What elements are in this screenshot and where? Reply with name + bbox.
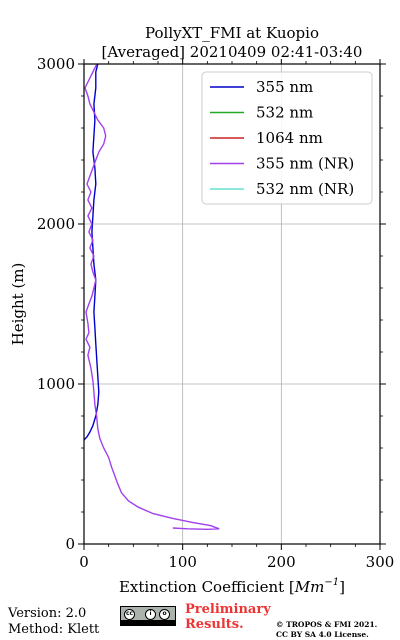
y-tick-label: 3000 — [37, 55, 75, 73]
x-tick-label: 300 — [366, 553, 395, 571]
y-axis-label: Height (m) — [9, 263, 27, 346]
series-line — [84, 63, 220, 531]
legend-label: 355 nm (NR) — [256, 155, 354, 173]
x-axis-label-main: Extinction Coefficient [ — [119, 578, 295, 596]
y-tick-label: 1000 — [37, 375, 75, 393]
x-axis-label-exponent: −1 — [324, 577, 339, 588]
legend-label: 1064 nm — [256, 129, 323, 147]
x-axis-label-close: ] — [339, 578, 345, 596]
copyright-note: © TROPOS & FMI 2021. CC BY SA 4.0 Licens… — [276, 620, 377, 640]
copyright-line1: © TROPOS & FMI 2021. — [276, 620, 378, 629]
preliminary-results-note: Preliminary Results. — [185, 602, 271, 632]
cc-sa-icon: o — [159, 609, 170, 620]
preliminary-line1: Preliminary — [185, 602, 271, 617]
preliminary-line2: Results. — [185, 617, 244, 632]
x-tick-label: 200 — [267, 553, 296, 571]
legend-label: 355 nm — [256, 78, 313, 96]
chart-subtitle: [Averaged] 20210409 02:41-03:40 — [102, 43, 363, 61]
version-text: Version: 2.0 — [8, 606, 87, 621]
y-tick-label: 2000 — [37, 215, 75, 233]
x-axis-label: Extinction Coefficient [Mm−1] — [119, 577, 345, 596]
series-lines — [83, 63, 220, 531]
series-line — [83, 63, 100, 441]
legend-entries: 355 nm 532 nm 1064 nm 355 nm (NR) 532 nm (NR… — [210, 78, 354, 198]
legend-label: 532 nm (NR) — [256, 180, 354, 198]
cc-license-logo: cc i o — [120, 606, 176, 626]
cc-by-icon: i — [145, 609, 156, 620]
legend-box — [201, 71, 373, 205]
legend: 355 nm 532 nm 1064 nm 355 nm (NR) 532 nm (NR… — [201, 71, 373, 205]
copyright-line2: CC BY SA 4.0 License. — [276, 630, 369, 639]
legend-label: 532 nm — [256, 104, 313, 122]
extinction-profile-chart: PollyXT_FMI at Kuopio [Averaged] 2021040… — [9, 24, 395, 596]
method-text: Method: Klett — [8, 622, 100, 637]
cc-badge-strip — [121, 620, 175, 625]
x-tick-label: 0 — [79, 553, 89, 571]
x-tick-label: 100 — [168, 553, 197, 571]
cc-icon: cc — [124, 609, 135, 620]
y-tick-label: 0 — [65, 535, 75, 553]
chart-title: PollyXT_FMI at Kuopio — [145, 24, 319, 42]
x-axis-label-unit: Mm — [294, 578, 325, 596]
